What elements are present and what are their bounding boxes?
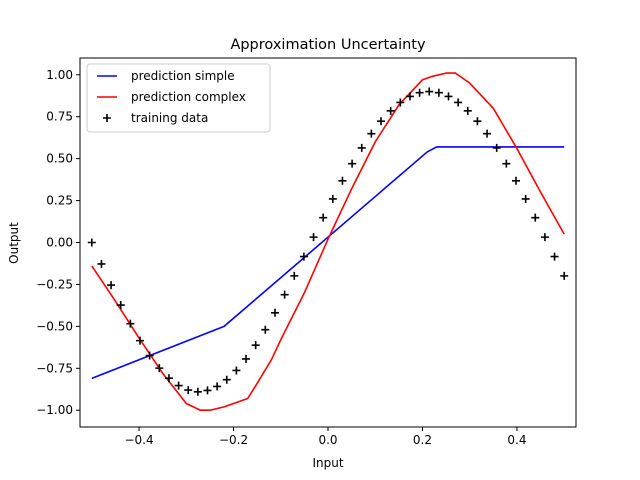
y-tick-label: −0.75 — [36, 361, 73, 375]
x-tick-label: 0.2 — [413, 433, 432, 447]
data-point — [222, 375, 231, 384]
data-point — [270, 308, 279, 317]
y-tick-label: −1.00 — [36, 403, 73, 417]
y-tick-label: 0.00 — [46, 236, 73, 250]
data-point — [290, 271, 299, 280]
data-point — [203, 386, 212, 395]
data-point — [193, 387, 202, 396]
data-point — [454, 98, 463, 107]
data-point — [164, 374, 173, 383]
y-tick-label: −0.25 — [36, 277, 73, 291]
legend-label-prediction-complex: prediction complex — [131, 90, 246, 104]
y-tick-label: 0.25 — [46, 194, 73, 208]
data-point — [348, 159, 357, 168]
data-point — [512, 176, 521, 185]
data-point — [213, 382, 222, 391]
axis-ticks: −0.4 −0.2 0.0 0.2 0.4 −1.00 −0.75 −0.50 −0.25 0.0… — [36, 68, 526, 447]
data-point — [502, 159, 511, 168]
data-point — [135, 336, 144, 345]
data-point — [174, 381, 183, 390]
data-point — [319, 213, 328, 222]
data-point — [396, 98, 405, 107]
legend-label-prediction-simple: prediction simple — [131, 69, 235, 83]
y-tick-label: −0.50 — [36, 319, 73, 333]
data-point — [377, 117, 386, 126]
axes-frame — [79, 57, 577, 428]
data-point — [242, 354, 251, 363]
data-point — [550, 252, 559, 261]
data-point — [483, 129, 492, 138]
data-point — [155, 364, 164, 373]
data-point — [386, 106, 395, 115]
data-point — [444, 92, 453, 101]
legend-swatch-training-data — [103, 114, 111, 122]
series-line-prediction-simple — [91, 146, 565, 380]
x-tick-label: 0.4 — [507, 433, 526, 447]
x-tick-label: −0.4 — [124, 433, 153, 447]
chart-title: Approximation Uncertainty — [230, 37, 426, 53]
data-point — [473, 117, 482, 126]
data-point — [521, 194, 530, 203]
data-point — [560, 271, 569, 280]
data-point — [367, 129, 376, 138]
data-point — [531, 213, 540, 222]
data-point — [357, 143, 366, 152]
x-axis-label: Input — [312, 456, 343, 470]
data-point — [145, 351, 154, 360]
data-point — [415, 88, 424, 97]
series-points-training-data — [87, 87, 569, 396]
y-axis-label: Output — [7, 222, 21, 264]
plot-area — [87, 72, 569, 412]
data-point — [116, 301, 125, 310]
legend: prediction simple prediction complex tra… — [86, 63, 271, 133]
data-point — [463, 106, 472, 115]
legend-box — [86, 63, 271, 133]
legend-label-training-data: training data — [131, 111, 208, 125]
data-point — [328, 194, 337, 203]
data-point — [309, 233, 318, 242]
data-point — [299, 252, 308, 261]
data-point — [434, 88, 443, 97]
data-point — [338, 176, 347, 185]
data-point — [107, 281, 116, 290]
data-point — [87, 238, 96, 247]
data-point — [97, 259, 106, 268]
y-tick-label: 0.75 — [46, 110, 73, 124]
data-point — [280, 290, 289, 299]
data-point — [405, 92, 414, 101]
data-point — [184, 386, 193, 395]
data-point — [492, 143, 501, 152]
data-point — [261, 325, 270, 334]
data-point — [232, 366, 241, 375]
y-tick-label: 1.00 — [46, 68, 73, 82]
y-tick-label: 0.50 — [46, 152, 73, 166]
data-point — [425, 87, 434, 96]
series-line-prediction-complex — [91, 72, 565, 412]
data-point — [540, 233, 549, 242]
data-point — [126, 319, 135, 328]
x-tick-label: 0.0 — [318, 433, 337, 447]
x-tick-label: −0.2 — [219, 433, 248, 447]
data-point — [251, 341, 260, 350]
